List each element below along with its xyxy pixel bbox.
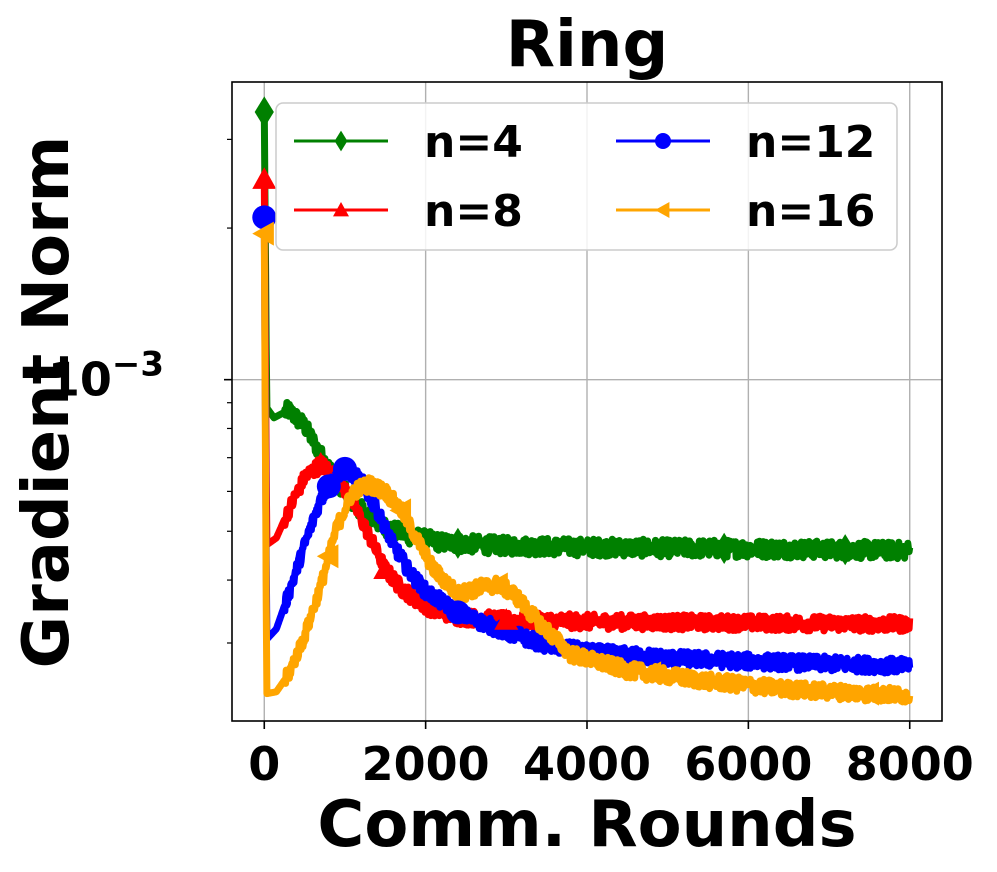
chart-title: Ring	[506, 8, 669, 82]
legend-marker	[334, 130, 348, 152]
series-marker-n8	[308, 452, 333, 474]
series-marker-n8	[494, 608, 519, 630]
series-marker-n16	[316, 544, 339, 569]
legend-entry: n=12	[616, 117, 875, 168]
legend-marker	[333, 202, 349, 217]
marker-layer	[252, 96, 879, 706]
x-tick-label: 6000	[684, 737, 812, 791]
legend-entry: n=4	[294, 117, 523, 168]
x-axis-label: Comm. Rounds	[317, 788, 856, 862]
legend-label: n=12	[746, 117, 875, 168]
series-marker-n12	[445, 600, 470, 625]
series-marker-n4	[254, 96, 274, 128]
y-tick-exponent: −3	[112, 345, 164, 385]
legend-entry: n=16	[616, 186, 875, 237]
y-axis-label: Gradient Norm	[10, 136, 84, 669]
legend-box	[275, 102, 898, 251]
series-marker-n4	[714, 532, 734, 565]
series-line-n4	[260, 111, 914, 563]
series-marker-n16	[486, 572, 508, 597]
x-tick-label: 2000	[362, 737, 490, 791]
series-marker-n12	[332, 456, 357, 481]
series-marker-n12	[252, 205, 277, 230]
legend: n=4 n=8 n=12 n=16	[275, 102, 898, 251]
series-marker-n4	[448, 527, 468, 559]
series-line-n16	[260, 233, 914, 706]
legend-label: n=16	[746, 186, 875, 237]
series-marker-n8	[373, 557, 398, 579]
series-marker-n12	[316, 474, 341, 499]
x-tick-label: 4000	[523, 737, 651, 791]
legend-marker	[655, 133, 671, 149]
series-marker-n8	[252, 167, 277, 189]
legend-label: n=8	[424, 186, 523, 237]
series-layer	[260, 111, 914, 706]
x-tick-label: 8000	[846, 737, 974, 791]
series-marker-n16	[389, 498, 412, 523]
legend-entry: n=8	[294, 186, 523, 237]
legend-marker	[655, 202, 670, 218]
legend-label: n=4	[424, 117, 523, 168]
series-marker-n16	[639, 661, 662, 686]
series-marker-n4	[835, 534, 855, 566]
series-line-n8	[260, 179, 914, 635]
series-marker-n16	[857, 681, 879, 706]
series-marker-n16	[252, 221, 274, 246]
x-tick-label: 0	[248, 737, 280, 791]
